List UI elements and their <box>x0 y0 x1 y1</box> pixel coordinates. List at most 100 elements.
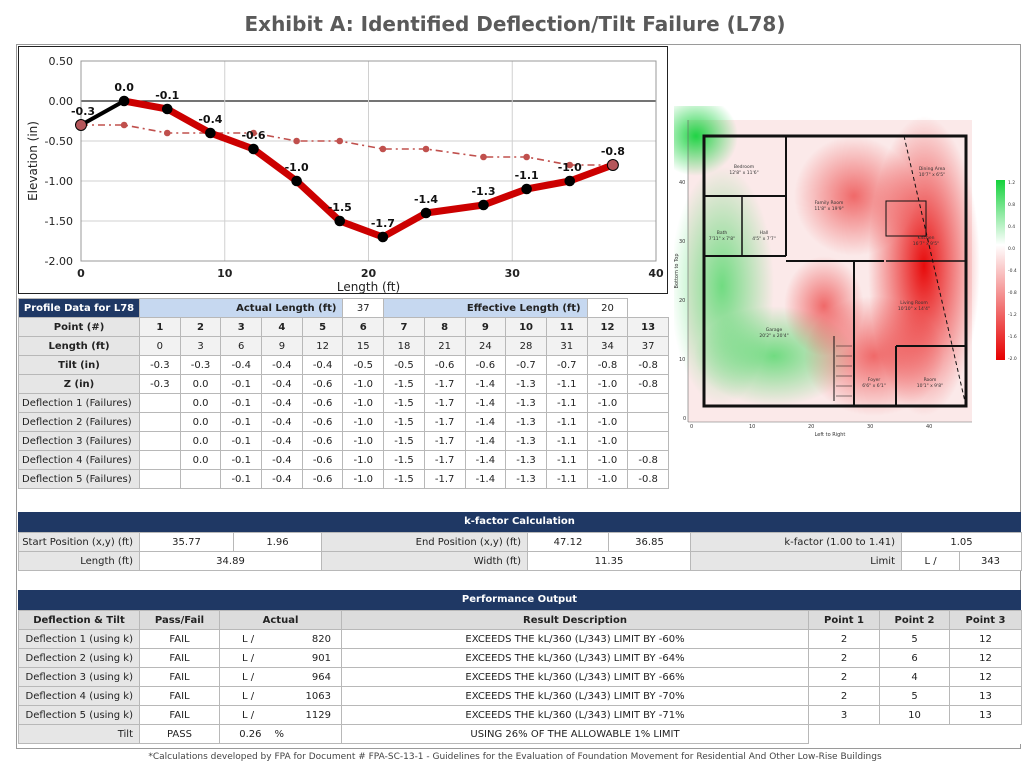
room-size: 20'2" x 20'4" <box>759 333 788 339</box>
performance-row: Deflection 4 (using k) FAIL L /1063 EXCEEDS… <box>18 686 1022 706</box>
profile-cell: 10 <box>505 317 547 337</box>
point-2-value: 10 <box>879 705 950 725</box>
profile-cell: 1 <box>139 317 181 337</box>
profile-cell: -0.8 <box>627 355 669 375</box>
result-description: EXCEEDS THE kL/360 (L/343) LIMIT BY -66% <box>341 667 809 687</box>
room-size: 10'7" x 6'5" <box>919 172 945 178</box>
tilt-row: Tilt PASS 0.26% USING 26% OF THE ALLOWABLE … <box>18 724 1022 744</box>
x-axis-label: Length (ft) <box>337 280 400 294</box>
profile-cell: -0.3 <box>139 355 181 375</box>
room-name: Family Room <box>815 200 844 206</box>
tilt-point <box>163 129 171 137</box>
heat-zone-red <box>784 256 864 356</box>
profile-cell: -0.6 <box>301 431 344 451</box>
data-label: -1.3 <box>471 185 495 198</box>
heatmap-y-tick: 20 <box>679 298 685 304</box>
header-pass-fail: Pass/Fail <box>139 610 220 630</box>
profile-cell: 9 <box>261 336 303 356</box>
profile-cell: 3 <box>220 317 263 337</box>
actual-prefix: L / <box>219 705 272 725</box>
profile-row-label: Point (#) <box>18 317 140 337</box>
profile-row: Deflection 1 (Failures) 0.0 -0.1 -0.4 -0.6 -1… <box>18 393 669 413</box>
tilt-point <box>336 137 344 145</box>
effective-length-label: Effective Length (ft) <box>383 298 588 318</box>
profile-row: Deflection 3 (Failures) 0.0 -0.1 -0.4 -0.6 -1… <box>18 431 669 451</box>
data-label: -0.8 <box>601 145 625 158</box>
header-point-2: Point 2 <box>879 610 950 630</box>
actual-value: 964 <box>271 667 342 687</box>
x-tick-label: 20 <box>361 267 377 280</box>
profile-cell: 15 <box>342 336 385 356</box>
profile-point <box>377 231 389 243</box>
data-label: 0.0 <box>114 81 134 94</box>
point-1-value: 2 <box>808 686 880 706</box>
point-2-value: 5 <box>879 686 950 706</box>
floor-plan <box>702 134 968 408</box>
scale-tick: -2.0 <box>1008 356 1017 362</box>
heatmap-color-scale: 1.2 0.8 0.4 0.0 -0.4 -0.8 -1.2 -1.6 -2.0 <box>996 180 1017 362</box>
point-3-value: 12 <box>949 648 1022 668</box>
tilt-actual-value: 0.26 <box>219 724 272 744</box>
profile-cell: -1.0 <box>586 431 629 451</box>
header-point-1: Point 1 <box>808 610 880 630</box>
profile-row: Point (#) 1 2 3 4 5 6 7 8 9 10 11 12 13 <box>18 317 669 337</box>
profile-cell: -1.0 <box>342 469 385 489</box>
start-y-value: 1.96 <box>233 532 322 552</box>
profile-cell: 11 <box>545 317 588 337</box>
tilt-description: USING 26% OF THE ALLOWABLE 1% LIMIT <box>341 724 809 744</box>
actual-value: 1129 <box>271 705 342 725</box>
actual-prefix: L / <box>219 629 272 649</box>
width-value: 11.35 <box>527 551 691 571</box>
profile-point <box>564 175 576 187</box>
end-position-label: End Position (x,y) (ft) <box>321 532 528 552</box>
profile-cell: -1.3 <box>505 374 547 394</box>
profile-cell: 3 <box>179 336 222 356</box>
room-size: 10'10" x 14'4" <box>898 306 930 312</box>
profile-cell: 12 <box>301 336 344 356</box>
profile-point <box>118 95 130 107</box>
profile-cell: -1.5 <box>383 393 425 413</box>
profile-cell: -0.4 <box>220 355 263 375</box>
point-3-value: 13 <box>949 705 1022 725</box>
tilt-point <box>250 129 257 137</box>
profile-cell: -0.8 <box>627 374 669 394</box>
profile-row: Length (ft) 0 3 6 9 12 15 18 21 24 28 31 34 37 <box>18 336 669 356</box>
profile-cell: -0.4 <box>261 355 303 375</box>
profile-cell: -0.4 <box>301 355 344 375</box>
y-axis-label: Elevation (in) <box>26 121 40 201</box>
profile-cell <box>627 412 669 432</box>
point-2-value: 6 <box>879 648 950 668</box>
profile-data-table: Profile Data for L78 Actual Length (ft) … <box>18 298 669 489</box>
profile-cell <box>627 431 669 451</box>
profile-cell: -1.5 <box>383 450 425 470</box>
end-x-value: 47.12 <box>527 532 609 552</box>
room-name: Kitchen <box>918 235 935 241</box>
scale-tick: -0.4 <box>1008 268 1017 274</box>
data-label: -1.1 <box>515 169 539 182</box>
profile-row-label: Deflection 1 (Failures) <box>18 393 140 413</box>
deflection-label: Deflection 2 (using k) <box>18 648 140 668</box>
profile-cell: -0.6 <box>423 355 466 375</box>
room-size: 11'8" x 19'9" <box>814 206 843 212</box>
kfactor-title: k-factor Calculation <box>18 512 1021 532</box>
profile-row: Z (in) -0.3 0.0 -0.1 -0.4 -0.6 -1.0 -1.5 -1.7 -1.… <box>18 374 669 394</box>
profile-cell: 21 <box>423 336 466 356</box>
actual-value: 1063 <box>271 686 342 706</box>
profile-cell: -1.4 <box>464 412 507 432</box>
point-2-value: 4 <box>879 667 950 687</box>
data-label: -0.1 <box>155 89 179 102</box>
profile-cell: -0.1 <box>220 431 263 451</box>
profile-row-label: Length (ft) <box>18 336 140 356</box>
profile-cell: -0.6 <box>301 393 344 413</box>
profile-cell: -0.3 <box>179 355 222 375</box>
pass-fail-status: FAIL <box>139 667 220 687</box>
profile-cell: -1.4 <box>464 431 507 451</box>
deflection-label: Deflection 5 (using k) <box>18 705 140 725</box>
data-label: -0.4 <box>198 113 222 126</box>
exhibit-frame <box>16 44 1021 749</box>
profile-cell: -1.1 <box>545 412 588 432</box>
data-label: -1.4 <box>414 193 438 206</box>
result-description: EXCEEDS THE kL/360 (L/343) LIMIT BY -70% <box>341 686 809 706</box>
profile-cell: -0.6 <box>301 469 344 489</box>
data-label: -1.5 <box>328 201 352 214</box>
